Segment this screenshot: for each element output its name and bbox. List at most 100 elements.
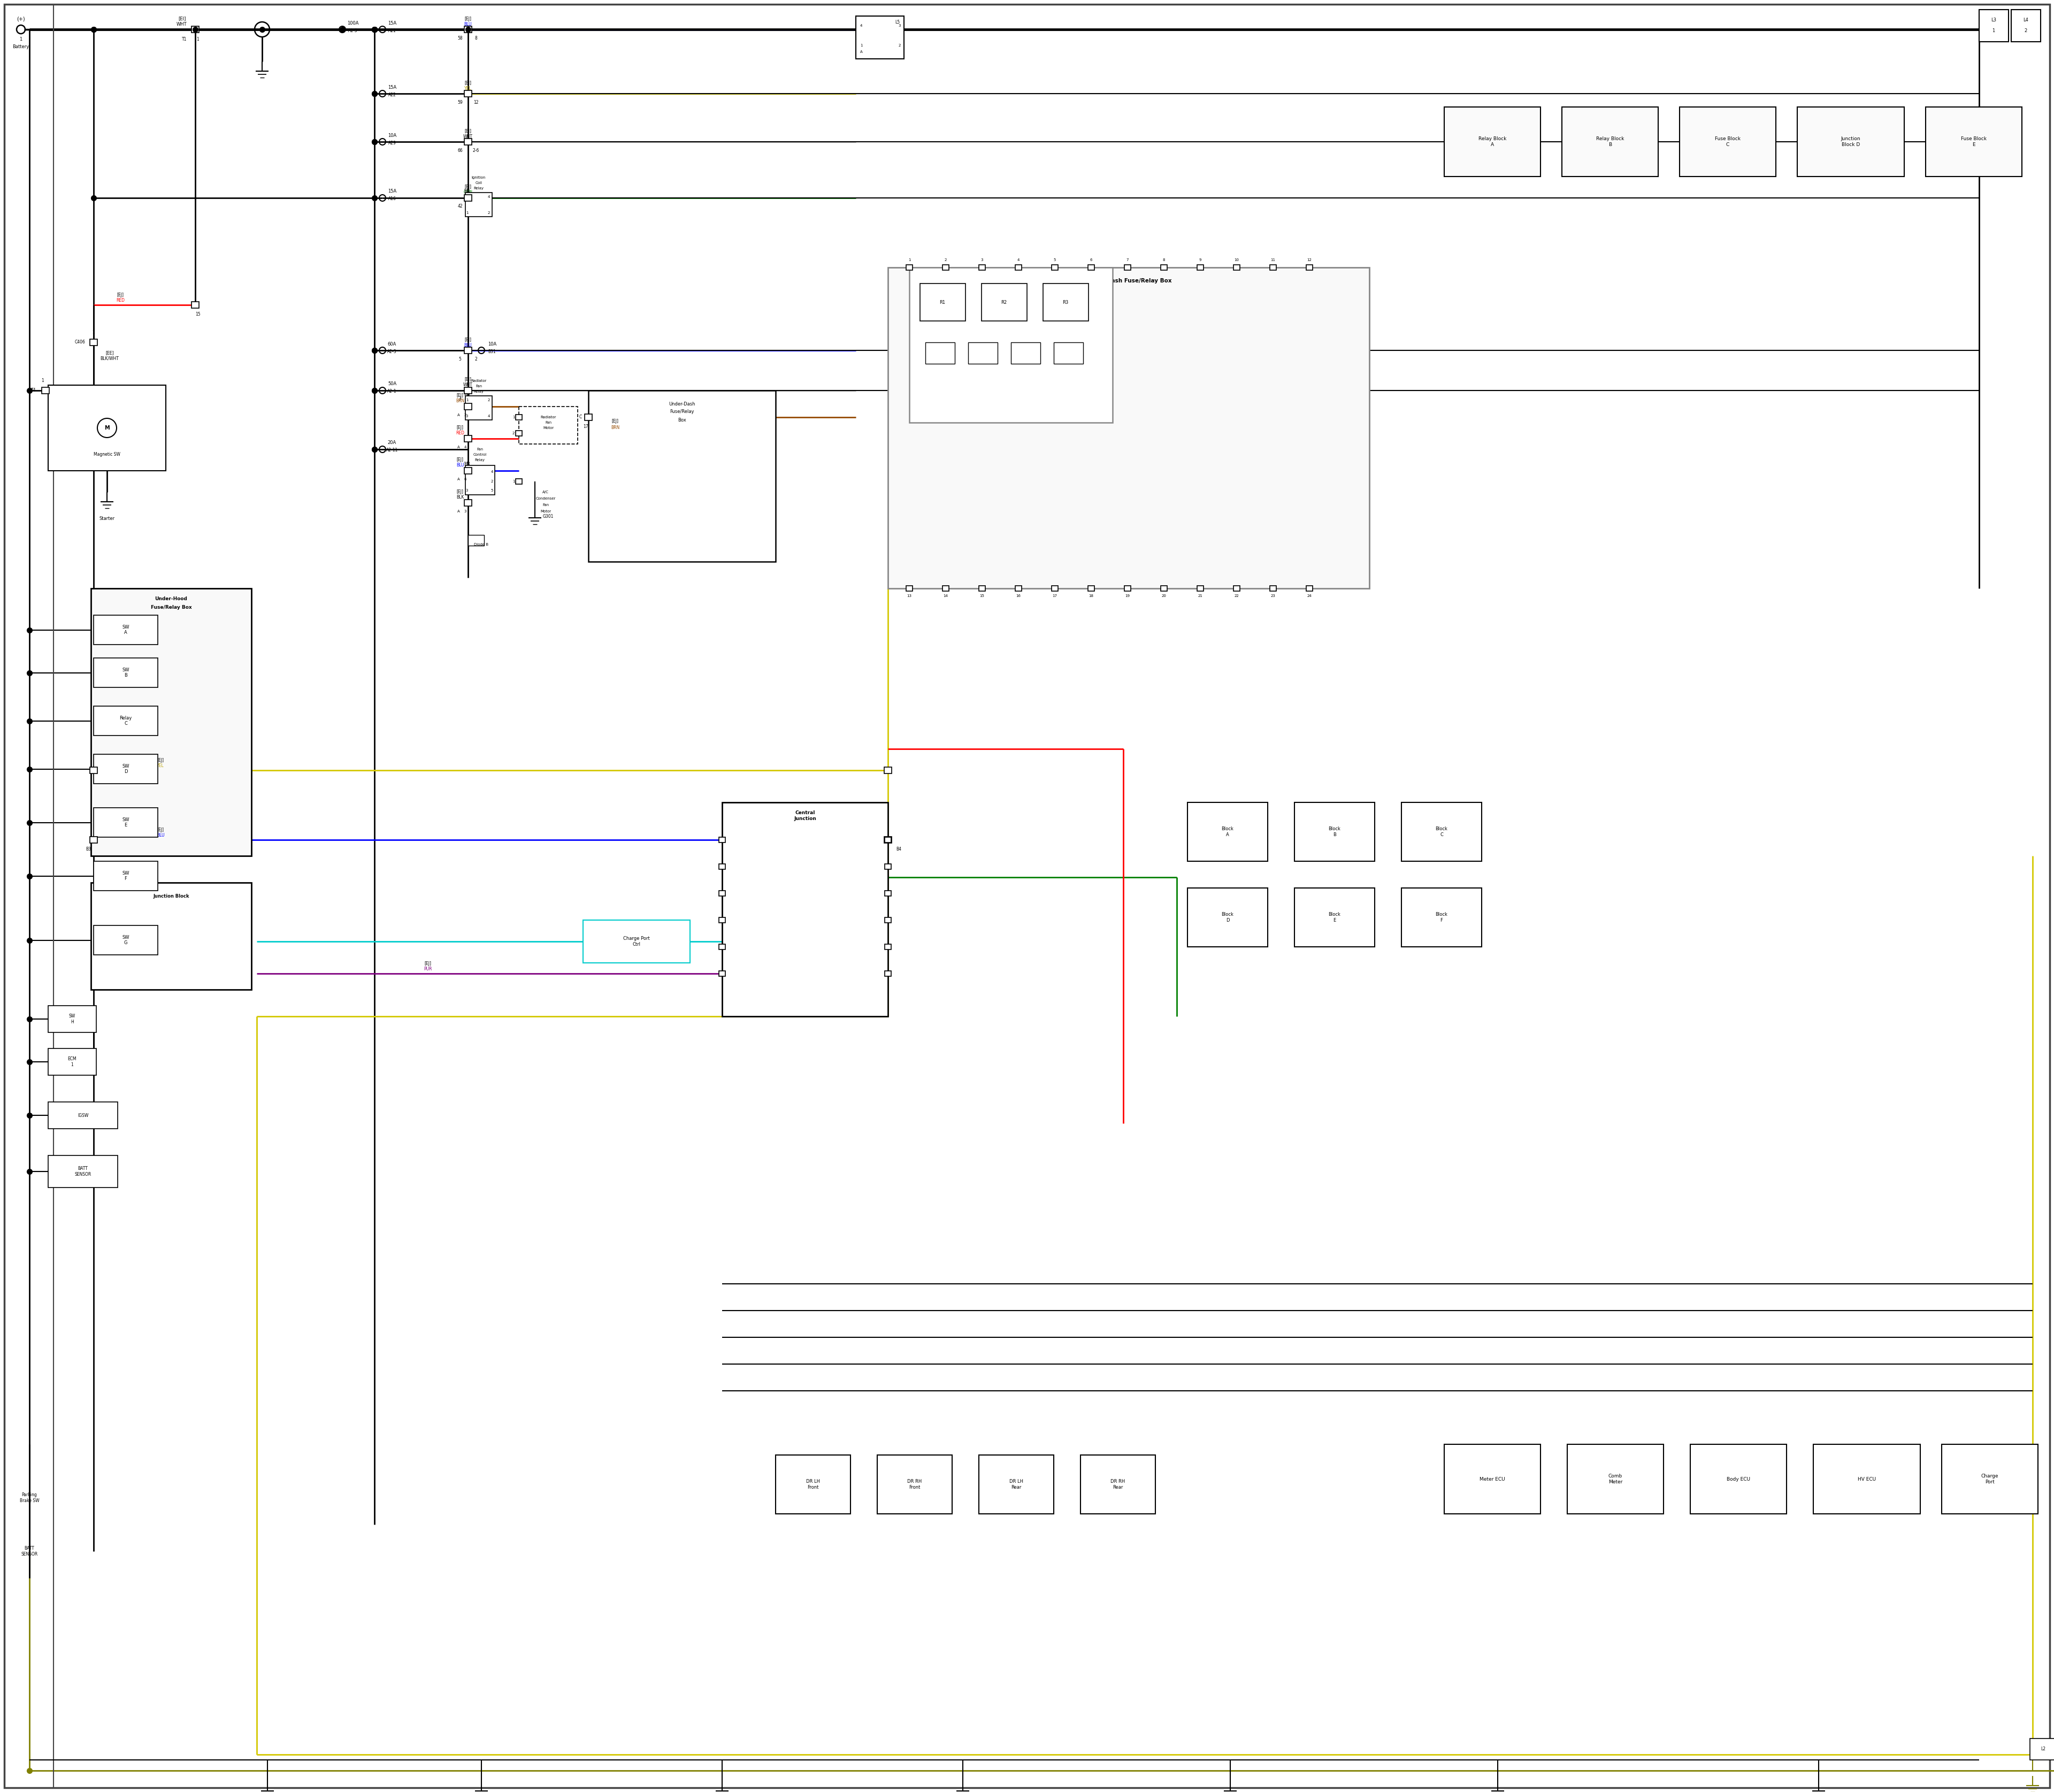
Text: 5: 5 (491, 489, 493, 493)
Text: 10A: 10A (487, 342, 497, 346)
Text: A/C: A/C (542, 491, 548, 495)
Text: A1-5: A1-5 (349, 29, 357, 32)
Bar (885, 837, 891, 842)
Text: WHT: WHT (464, 383, 472, 387)
Text: GRN: GRN (464, 190, 472, 195)
Bar (94, 754, 158, 783)
Text: 4: 4 (1017, 258, 1019, 262)
Text: Fan: Fan (544, 421, 553, 425)
Text: Relay Block
A: Relay Block A (1479, 136, 1506, 147)
Bar (1080, 1455, 1154, 1514)
Text: 5: 5 (458, 357, 462, 362)
Bar (90, 588, 251, 857)
Text: A2-1: A2-1 (388, 389, 396, 394)
Bar (90, 767, 97, 774)
Bar (464, 500, 472, 505)
Text: BLK/WHT: BLK/WHT (101, 357, 119, 360)
Text: [EJ]: [EJ] (464, 129, 472, 133)
Bar (906, 265, 912, 271)
Text: SW
D: SW D (121, 763, 129, 774)
Text: 15A: 15A (388, 20, 396, 25)
Text: Radiator: Radiator (540, 416, 557, 419)
Text: 12: 12 (1306, 258, 1313, 262)
Text: Block
E: Block E (1329, 912, 1341, 923)
Bar (464, 403, 472, 410)
Text: 1: 1 (511, 480, 516, 484)
Text: Fuse Block
C: Fuse Block C (1715, 136, 1740, 147)
Bar (885, 918, 891, 923)
Bar (464, 138, 472, 145)
Bar (1401, 889, 1481, 946)
Text: 18: 18 (1089, 595, 1093, 597)
Text: 50A: 50A (388, 382, 396, 387)
Text: 15: 15 (195, 312, 201, 317)
Text: 15: 15 (980, 595, 984, 597)
Text: [EJ]: [EJ] (464, 337, 472, 342)
Bar (47, 1048, 97, 1075)
Bar (719, 918, 725, 923)
Text: 4: 4 (487, 195, 491, 199)
Bar (719, 971, 725, 977)
Bar (1941, 1444, 2038, 1514)
Text: [EE]: [EE] (105, 351, 113, 355)
Text: A: A (861, 50, 863, 54)
Text: Charge
Port: Charge Port (1982, 1473, 1999, 1484)
Text: HV ECU: HV ECU (1857, 1477, 1875, 1482)
Text: 3: 3 (464, 509, 466, 513)
Bar (1927, 108, 2021, 177)
Text: SW
E: SW E (121, 817, 129, 828)
Text: 17: 17 (583, 425, 587, 430)
Text: 2: 2 (945, 258, 947, 262)
Text: [EJ]: [EJ] (464, 185, 472, 190)
Bar (1161, 586, 1167, 591)
Text: Battery: Battery (12, 45, 29, 50)
Bar (1124, 265, 1132, 271)
Text: 3: 3 (466, 489, 468, 493)
Text: 6: 6 (464, 478, 466, 480)
Bar (516, 414, 522, 419)
Text: Under-Dash Fuse/Relay Box: Under-Dash Fuse/Relay Box (1085, 278, 1173, 283)
Text: Fuse/Relay: Fuse/Relay (670, 410, 694, 414)
Bar (516, 430, 522, 435)
Text: Radiator: Radiator (470, 380, 487, 382)
Text: Central
Junction: Central Junction (793, 810, 815, 821)
Bar (41, 387, 49, 394)
Text: M: M (105, 425, 109, 430)
Text: A: A (458, 446, 460, 448)
Bar (191, 301, 199, 308)
Text: 6: 6 (1091, 258, 1093, 262)
Text: Motor: Motor (540, 509, 550, 513)
Text: Starter: Starter (99, 516, 115, 521)
Text: BLU: BLU (464, 342, 472, 348)
Text: 9: 9 (1200, 258, 1202, 262)
Text: 11: 11 (1271, 258, 1276, 262)
Bar (1680, 108, 1777, 177)
Bar (1015, 265, 1021, 271)
Bar (466, 466, 495, 495)
Bar (516, 478, 522, 484)
Text: YEL: YEL (464, 86, 472, 91)
Text: [EJ]: [EJ] (156, 758, 164, 763)
Bar (1124, 586, 1132, 591)
Text: 4: 4 (487, 414, 491, 418)
Text: A: A (458, 509, 460, 513)
Text: C406: C406 (74, 340, 86, 344)
Text: 1: 1 (1992, 29, 1994, 34)
Text: [EJ]: [EJ] (117, 292, 123, 297)
Text: 1: 1 (466, 211, 468, 215)
Bar (1814, 1444, 1920, 1514)
Text: 1: 1 (92, 330, 94, 335)
Text: Relay: Relay (474, 186, 485, 190)
Text: 1: 1 (41, 378, 43, 383)
Text: [EJ]: [EJ] (456, 457, 464, 462)
Bar (980, 1455, 1054, 1514)
Bar (90, 339, 97, 346)
Bar (926, 342, 955, 364)
Bar (943, 586, 949, 591)
Text: M8: M8 (464, 461, 470, 466)
Bar (982, 283, 1027, 321)
Bar (1054, 342, 1082, 364)
Text: 1: 1 (466, 470, 468, 473)
Bar (719, 944, 725, 950)
Text: Junction
Block D: Junction Block D (1840, 136, 1861, 147)
